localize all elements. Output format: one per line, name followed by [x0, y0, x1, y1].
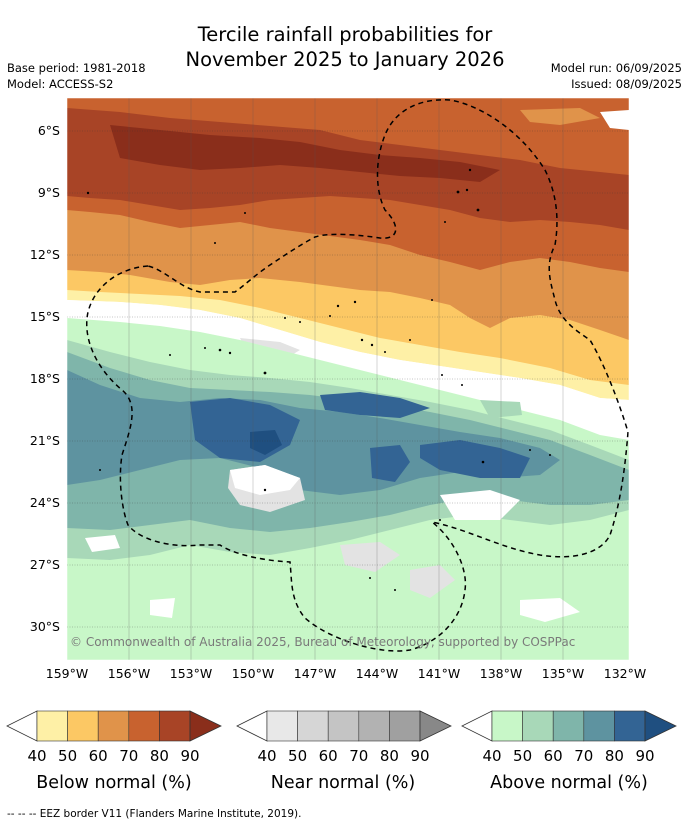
legend-near-title: Near normal (%)	[271, 773, 416, 793]
lat-label: 24°S	[30, 495, 60, 510]
lon-label: 150°W	[232, 666, 274, 681]
legend-tick: 40	[257, 747, 276, 765]
legend-above-swatch	[522, 710, 554, 742]
legend-above-arrow-low	[461, 710, 493, 742]
legend-near-swatch	[358, 710, 390, 742]
lat-label: 21°S	[30, 433, 60, 448]
legend-tick: 80	[380, 747, 399, 765]
legend-tick: 70	[119, 747, 138, 765]
legend-tick: 60	[544, 747, 563, 765]
model-name: Model: ACCESS-S2	[7, 77, 114, 91]
title-line-1: Tercile rainfall probabilities for	[197, 23, 493, 46]
lat-label: 9°S	[38, 185, 60, 200]
legend-near-arrow-high	[419, 710, 452, 742]
legend-above-swatch	[614, 710, 646, 742]
eez-border	[86, 99, 629, 652]
lon-label: 159°W	[46, 666, 88, 681]
lat-label: 18°S	[30, 371, 60, 386]
legend-below-arrow-high	[189, 710, 222, 742]
legend-tick: 60	[89, 747, 108, 765]
legend-tick: 80	[150, 747, 169, 765]
legend-below-arrow-low	[6, 710, 38, 742]
legend-near-swatch	[297, 710, 329, 742]
legend-tick: 80	[605, 747, 624, 765]
legend-tick: 50	[58, 747, 77, 765]
lon-label: 132°W	[604, 666, 646, 681]
lat-label: 12°S	[30, 247, 60, 262]
legend-above-normal: 40 50 60 70 80 90 Above normal (%)	[461, 710, 677, 793]
legend-near-normal: 40 50 60 70 80 90 Near normal (%)	[236, 710, 452, 793]
legend-near-swatch	[327, 710, 360, 742]
legend-tick: 90	[410, 747, 429, 765]
lon-label: 135°W	[542, 666, 584, 681]
graticule	[67, 130, 629, 628]
lon-label: 144°W	[356, 666, 398, 681]
legend-below-swatch	[159, 710, 191, 742]
legend-near-swatch	[389, 710, 421, 742]
model-run: Model run: 06/09/2025	[550, 61, 682, 75]
eez-footnote: -- -- -- EEZ border V11 (Flanders Marine…	[7, 808, 302, 820]
lon-label: 147°W	[294, 666, 336, 681]
legend-tick: 40	[482, 747, 501, 765]
lat-label: 27°S	[30, 557, 60, 572]
legend-above-arrow-high	[644, 710, 677, 742]
lat-label: 15°S	[30, 309, 60, 324]
meta-left: Base period: 1981-2018 Model: ACCESS-S2	[7, 60, 146, 92]
probability-field: © Commonwealth of Australia 2025, Bureau…	[67, 98, 629, 660]
legend-tick: 70	[574, 747, 593, 765]
lon-label: 153°W	[170, 666, 212, 681]
legend-above-swatch	[583, 710, 615, 742]
legend-tick: 60	[319, 747, 338, 765]
lon-axis: 159°W 156°W 153°W 150°W 147°W 144°W 141°…	[46, 666, 646, 681]
legend-tick: 70	[349, 747, 368, 765]
lat-axis: 6°S 9°S 12°S 15°S 18°S 21°S 24°S 27°S 30…	[30, 123, 60, 634]
lon-label: 156°W	[108, 666, 150, 681]
map-frame	[66, 97, 630, 661]
legend-near-swatch	[266, 710, 298, 742]
legend-above-swatch	[552, 710, 585, 742]
legend-below-normal: 40 50 60 70 80 90 Below normal (%)	[6, 710, 222, 793]
legend-tick: 50	[288, 747, 307, 765]
legend-below-swatch	[36, 710, 68, 742]
legend-above-swatch	[491, 710, 523, 742]
title-line-2: November 2025 to January 2026	[185, 48, 505, 71]
legend-tick: 40	[27, 747, 46, 765]
map-title: Tercile rainfall probabilities for Novem…	[0, 22, 690, 72]
legend-near-arrow-low	[236, 710, 268, 742]
legend-below-swatch	[128, 710, 160, 742]
legend-tick: 90	[180, 747, 199, 765]
issued-date: Issued: 08/09/2025	[571, 77, 682, 91]
lon-label: 141°W	[418, 666, 460, 681]
base-period: Base period: 1981-2018	[7, 61, 146, 75]
islands	[86, 168, 551, 591]
legend-below-swatch	[97, 710, 130, 742]
legend-below-swatch	[67, 710, 99, 742]
lon-label: 138°W	[480, 666, 522, 681]
legend-tick: 90	[635, 747, 654, 765]
copyright-text: © Commonwealth of Australia 2025, Bureau…	[70, 635, 575, 649]
lat-label: 30°S	[30, 619, 60, 634]
lat-label: 6°S	[38, 123, 60, 138]
legend-below-title: Below normal (%)	[36, 773, 191, 793]
legend-tick: 50	[513, 747, 532, 765]
legend-above-title: Above normal (%)	[490, 773, 648, 793]
meta-right: Model run: 06/09/2025 Issued: 08/09/2025	[551, 60, 682, 92]
